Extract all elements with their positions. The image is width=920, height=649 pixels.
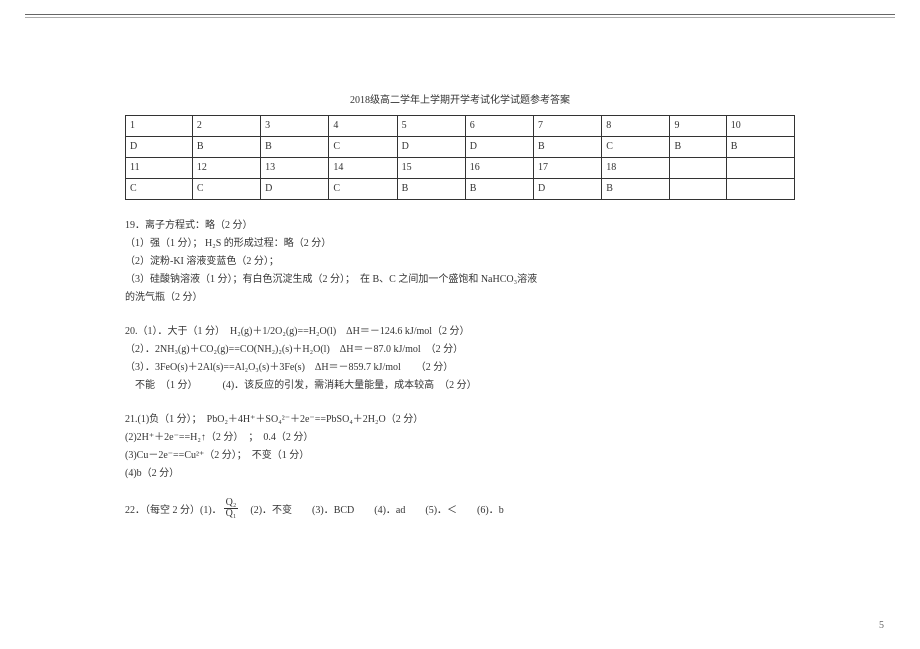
q19-head: 19．离子方程式：略（2 分）: [125, 218, 795, 234]
q20-l1: 20.（1）．大于（1 分） H₂(g)＋1/2O₂(g)==H₂O(l) ΔH…: [125, 324, 795, 340]
table-cell: 9: [670, 115, 726, 136]
q20-l2: （2）．2NH₃(g)＋CO₂(g)==CO(NH₂)₂(s)＋H₂O(l) Δ…: [125, 342, 795, 358]
table-cell: B: [602, 178, 670, 199]
table-cell: B: [726, 136, 794, 157]
q22-pre: 22．（每空 2 分）(1)．: [125, 504, 222, 515]
table-cell: C: [329, 136, 397, 157]
q19-l1b: H₂S 的形成过程：略（2 分）: [205, 238, 331, 249]
table-row: CCDCBBDB: [126, 178, 795, 199]
table-cell: 3: [261, 115, 329, 136]
question-20: 20.（1）．大于（1 分） H₂(g)＋1/2O₂(g)==H₂O(l) ΔH…: [125, 324, 795, 394]
table-cell: D: [465, 136, 533, 157]
q19-l1a: （1）强（1 分）；: [125, 238, 203, 249]
q19-l1: （1）强（1 分）； H₂S 的形成过程：略（2 分）: [125, 236, 795, 252]
table-cell: B: [261, 136, 329, 157]
table-cell: B: [670, 136, 726, 157]
table-cell: 12: [192, 157, 260, 178]
question-19: 19．离子方程式：略（2 分） （1）强（1 分）； H₂S 的形成过程：略（2…: [125, 218, 795, 306]
table-cell: 6: [465, 115, 533, 136]
table-cell: 10: [726, 115, 794, 136]
table-cell: 4: [329, 115, 397, 136]
q20-l4: 不能 （1 分） (4)．该反应的引发，需消耗大量能量，成本较高 （2 分）: [125, 378, 795, 394]
table-row: DBBCDDBCBB: [126, 136, 795, 157]
header-rule-top: [25, 14, 895, 15]
table-cell: 15: [397, 157, 465, 178]
table-cell: 13: [261, 157, 329, 178]
table-cell: D: [534, 178, 602, 199]
q22-rest: (2)．不变 (3)．BCD (4)．ad (5)．＜ (6)．b: [240, 504, 503, 515]
table-cell: 2: [192, 115, 260, 136]
q20-l3: （3）．3FeO(s)＋2Al(s)==Al₂O₃(s)＋3Fe(s) ΔH＝－…: [125, 360, 795, 376]
table-cell: C: [602, 136, 670, 157]
table-cell: C: [329, 178, 397, 199]
q21-l1: 21.(1)负（1 分）； PbO₂＋4H⁺＋SO₄²⁻＋2e⁻==PbSO₄＋…: [125, 412, 795, 428]
table-cell: B: [192, 136, 260, 157]
table-cell: 1: [126, 115, 193, 136]
table-cell: B: [397, 178, 465, 199]
table-cell: [670, 178, 726, 199]
table-cell: [670, 157, 726, 178]
table-cell: 17: [534, 157, 602, 178]
table-cell: 11: [126, 157, 193, 178]
table-cell: 14: [329, 157, 397, 178]
question-22: 22．（每空 2 分）(1)．Q₂Q₁ (2)．不变 (3)．BCD (4)．a…: [125, 500, 795, 521]
table-cell: C: [192, 178, 260, 199]
table-cell: [726, 178, 794, 199]
q22-fraction: Q₂Q₁: [224, 498, 239, 519]
table-cell: 16: [465, 157, 533, 178]
table-cell: [726, 157, 794, 178]
q22-line: 22．（每空 2 分）(1)．Q₂Q₁ (2)．不变 (3)．BCD (4)．a…: [125, 500, 795, 521]
q19-l3: （3）硅酸钠溶液（1 分）；有白色沉淀生成（2 分）； 在 B、C 之间加一个盛…: [125, 272, 795, 288]
q19-l3b: 的洗气瓶（2 分）: [125, 290, 795, 306]
q21-l2: (2)2H⁺＋2e⁻==H₂↑（2 分） ； 0.4（2 分）: [125, 430, 795, 446]
q21-l3: (3)Cu－2e⁻==Cu²⁺（2 分）； 不变（1 分）: [125, 448, 795, 464]
table-cell: B: [465, 178, 533, 199]
q22-num: Q₂: [224, 498, 239, 509]
table-cell: C: [126, 178, 193, 199]
table-cell: 18: [602, 157, 670, 178]
header-rule-bottom: [25, 17, 895, 18]
answer-table: 12345678910DBBCDDBCBB1112131415161718CCD…: [125, 115, 795, 200]
table-row: 12345678910: [126, 115, 795, 136]
question-21: 21.(1)负（1 分）； PbO₂＋4H⁺＋SO₄²⁻＋2e⁻==PbSO₄＋…: [125, 412, 795, 482]
document-title: 2018级高二学年上学期开学考试化学试题参考答案: [125, 93, 795, 109]
page-number: 5: [879, 620, 884, 631]
table-cell: 8: [602, 115, 670, 136]
table-cell: D: [261, 178, 329, 199]
table-cell: 7: [534, 115, 602, 136]
table-cell: 5: [397, 115, 465, 136]
table-cell: D: [397, 136, 465, 157]
q19-l2: （2）淀粉-KI 溶液变蓝色（2 分）；: [125, 254, 795, 270]
q21-l4: (4)b（2 分）: [125, 466, 795, 482]
document-content: 2018级高二学年上学期开学考试化学试题参考答案 12345678910DBBC…: [125, 93, 795, 521]
table-cell: D: [126, 136, 193, 157]
table-row: 1112131415161718: [126, 157, 795, 178]
q22-den: Q₁: [224, 509, 239, 519]
table-cell: B: [534, 136, 602, 157]
